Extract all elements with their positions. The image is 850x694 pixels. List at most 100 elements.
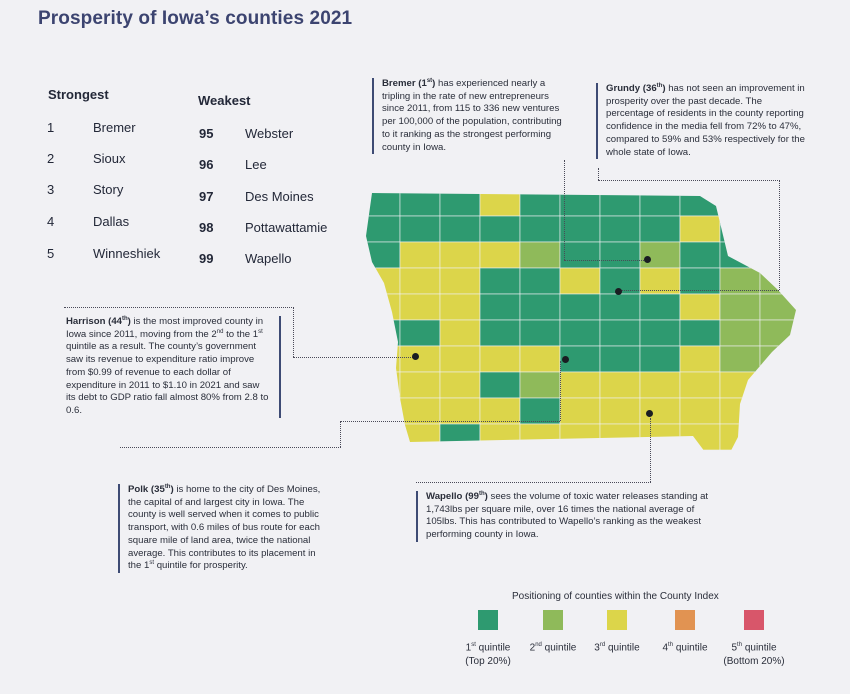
county-cell — [599, 193, 641, 217]
county-cell — [366, 423, 401, 451]
note-county-name: Grundy — [606, 83, 641, 94]
county-cell — [759, 215, 796, 243]
note-text: quintile for prosperity. — [156, 560, 248, 572]
county-cell — [479, 215, 521, 243]
county-cell — [679, 293, 721, 321]
leader-line — [64, 307, 294, 308]
county-cell — [519, 241, 561, 269]
note-rank: 36 — [646, 83, 657, 94]
county-name: Story — [93, 182, 124, 197]
county-name: Pottawattamie — [245, 220, 328, 235]
leader-line — [564, 260, 650, 261]
rank-number: 4 — [47, 214, 55, 229]
county-cell — [639, 215, 681, 243]
county-marker-polk — [562, 356, 569, 363]
county-cell — [399, 397, 441, 425]
county-cell — [639, 319, 681, 347]
note-text: sees the volume of toxic water releases … — [426, 491, 709, 541]
county-cell — [519, 423, 561, 451]
county-cell — [399, 345, 441, 373]
county-name: Lee — [245, 157, 267, 172]
county-cell — [639, 371, 681, 399]
county-cell — [599, 293, 641, 321]
rank-number: 99 — [199, 251, 214, 266]
county-cell — [719, 193, 761, 217]
county-grid — [366, 193, 796, 451]
county-cell — [519, 371, 561, 399]
leader-line — [293, 307, 294, 357]
county-cell — [599, 397, 641, 425]
county-cell — [679, 423, 721, 451]
rank-number: 1 — [47, 120, 55, 135]
county-cell — [399, 371, 441, 399]
county-cell — [559, 215, 601, 243]
county-cell — [759, 423, 796, 451]
county-cell — [366, 293, 401, 321]
legend-swatch — [607, 610, 627, 630]
rank-number: 96 — [199, 157, 214, 172]
leader-line — [293, 357, 415, 358]
note-county-name: Bremer — [382, 78, 416, 89]
county-cell — [719, 293, 761, 321]
leader-line — [416, 482, 651, 483]
county-cell — [719, 345, 761, 373]
county-cell — [519, 397, 561, 425]
note-text: quintile as a result. The county’s gover… — [66, 341, 269, 416]
note-county-name: Polk — [128, 484, 149, 495]
county-cell — [759, 345, 796, 373]
county-cell — [439, 423, 481, 451]
legend-label: 2nd quintile — [529, 642, 577, 654]
legend-label: 5th quintile — [731, 642, 777, 654]
county-cell — [679, 319, 721, 347]
leader-line — [340, 421, 560, 422]
county-cell — [399, 193, 441, 217]
county-cell — [439, 241, 481, 269]
county-cell — [679, 345, 721, 373]
county-cell — [399, 293, 441, 321]
legend-sub: (Top 20%) — [465, 656, 511, 668]
county-cell — [439, 193, 481, 217]
county-marker-wapello — [646, 410, 653, 417]
leader-line — [621, 290, 779, 291]
county-cell — [559, 397, 601, 425]
county-cell — [519, 267, 561, 295]
county-cell — [639, 267, 681, 295]
county-name: Wapello — [245, 251, 292, 266]
rank-number: 3 — [47, 182, 55, 197]
legend-swatch — [543, 610, 563, 630]
county-cell — [519, 345, 561, 373]
county-cell — [679, 193, 721, 217]
note-text: has not seen an improvement in prosperit… — [606, 83, 805, 158]
rank-number: 98 — [199, 220, 214, 235]
rank-number: 97 — [199, 189, 214, 204]
county-cell — [599, 241, 641, 269]
note-text: to the 1 — [226, 328, 259, 340]
county-marker-grundy — [615, 288, 622, 295]
note-sup: st — [149, 560, 155, 567]
county-cell — [719, 215, 761, 243]
county-name: Webster — [245, 126, 294, 141]
note-rank: 99 — [468, 491, 479, 502]
county-cell — [719, 267, 761, 295]
county-cell — [759, 397, 796, 425]
note-text: is home to the city of Des Moines, the c… — [128, 484, 321, 572]
county-cell — [366, 267, 401, 295]
county-cell — [639, 241, 681, 269]
county-cell — [759, 371, 796, 399]
county-cell — [679, 267, 721, 295]
county-cell — [719, 319, 761, 347]
rank-number: 5 — [47, 246, 55, 261]
county-cell — [599, 319, 641, 347]
county-name: Bremer — [93, 120, 136, 135]
county-cell — [479, 371, 521, 399]
county-cell — [559, 293, 601, 321]
note-rank-sup: th — [122, 315, 128, 322]
note-rank-sup: st — [426, 77, 433, 84]
county-cell — [719, 371, 761, 399]
leader-line — [598, 180, 780, 181]
county-cell — [639, 293, 681, 321]
legend-sub: (Bottom 20%) — [723, 656, 785, 668]
county-cell — [519, 193, 561, 217]
note-grundy: Grundy (36th) has not seen an improvemen… — [596, 83, 806, 160]
county-name: Sioux — [93, 151, 126, 166]
